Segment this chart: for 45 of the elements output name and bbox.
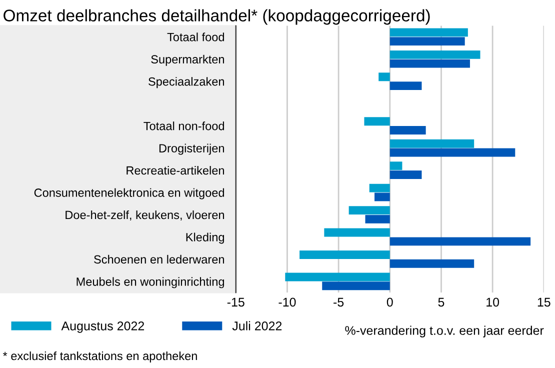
- y-tick-label: Schoenen en lederwaren: [94, 254, 224, 264]
- bar: [390, 82, 422, 90]
- x-tick-label: -10: [278, 298, 296, 307]
- bar: [390, 170, 422, 179]
- y-tick-label: Totaal non-food: [144, 122, 224, 130]
- bar: [369, 184, 390, 192]
- y-tick-label: Drogisterijen: [159, 144, 224, 155]
- y-tick-label: Meubels en woninginrichting: [76, 277, 224, 288]
- x-tick-label: 0: [386, 298, 393, 307]
- bar: [390, 37, 465, 46]
- y-tick-label: Totaal food: [167, 32, 224, 42]
- bar: [374, 192, 390, 202]
- bar: [390, 237, 531, 246]
- bar: [390, 28, 468, 37]
- legend-label: Augustus 2022: [61, 322, 144, 333]
- bar: [322, 282, 390, 290]
- bar: [300, 250, 390, 259]
- bar: [378, 72, 390, 82]
- bar: [390, 259, 474, 268]
- x-tick-label: 5: [438, 298, 444, 307]
- text: * exclusief tankstations en apotheken: [2, 351, 197, 362]
- bar: [285, 272, 390, 282]
- y-tick-label: Recreatie-artikelen: [126, 166, 224, 175]
- legend-label: Juli 2022: [232, 321, 282, 330]
- bar: [390, 50, 480, 59]
- y-tick-label: Speciaalzaken: [148, 77, 224, 88]
- bar: [365, 214, 390, 224]
- y-tick-label: Doe-het-zelf, keukens, vloeren: [66, 210, 224, 221]
- x-tick-label: -15: [227, 298, 244, 307]
- x-tick-label: -5: [334, 298, 344, 307]
- bar: [348, 206, 390, 215]
- bar: [364, 117, 390, 126]
- bar: [390, 126, 426, 134]
- y-tick-label: Consumentenelektronica en witgoed: [34, 188, 224, 200]
- y-tick-label: Supermarkten: [151, 54, 224, 66]
- bar: [324, 228, 390, 237]
- x-tick-label: 10: [486, 298, 500, 307]
- x-axis-title: %-verandering t.o.v. een jaar eerder: [345, 326, 544, 338]
- bar: [390, 59, 470, 68]
- bar: [390, 162, 402, 170]
- x-tick-label: 15: [538, 298, 550, 307]
- bar: [390, 148, 516, 157]
- chart-title: Omzet deelbranches detailhandel* (koopdaggecorrigeerd): [4, 9, 430, 25]
- y-tick-label: Kleding: [186, 232, 224, 244]
- bar: [390, 139, 474, 148]
